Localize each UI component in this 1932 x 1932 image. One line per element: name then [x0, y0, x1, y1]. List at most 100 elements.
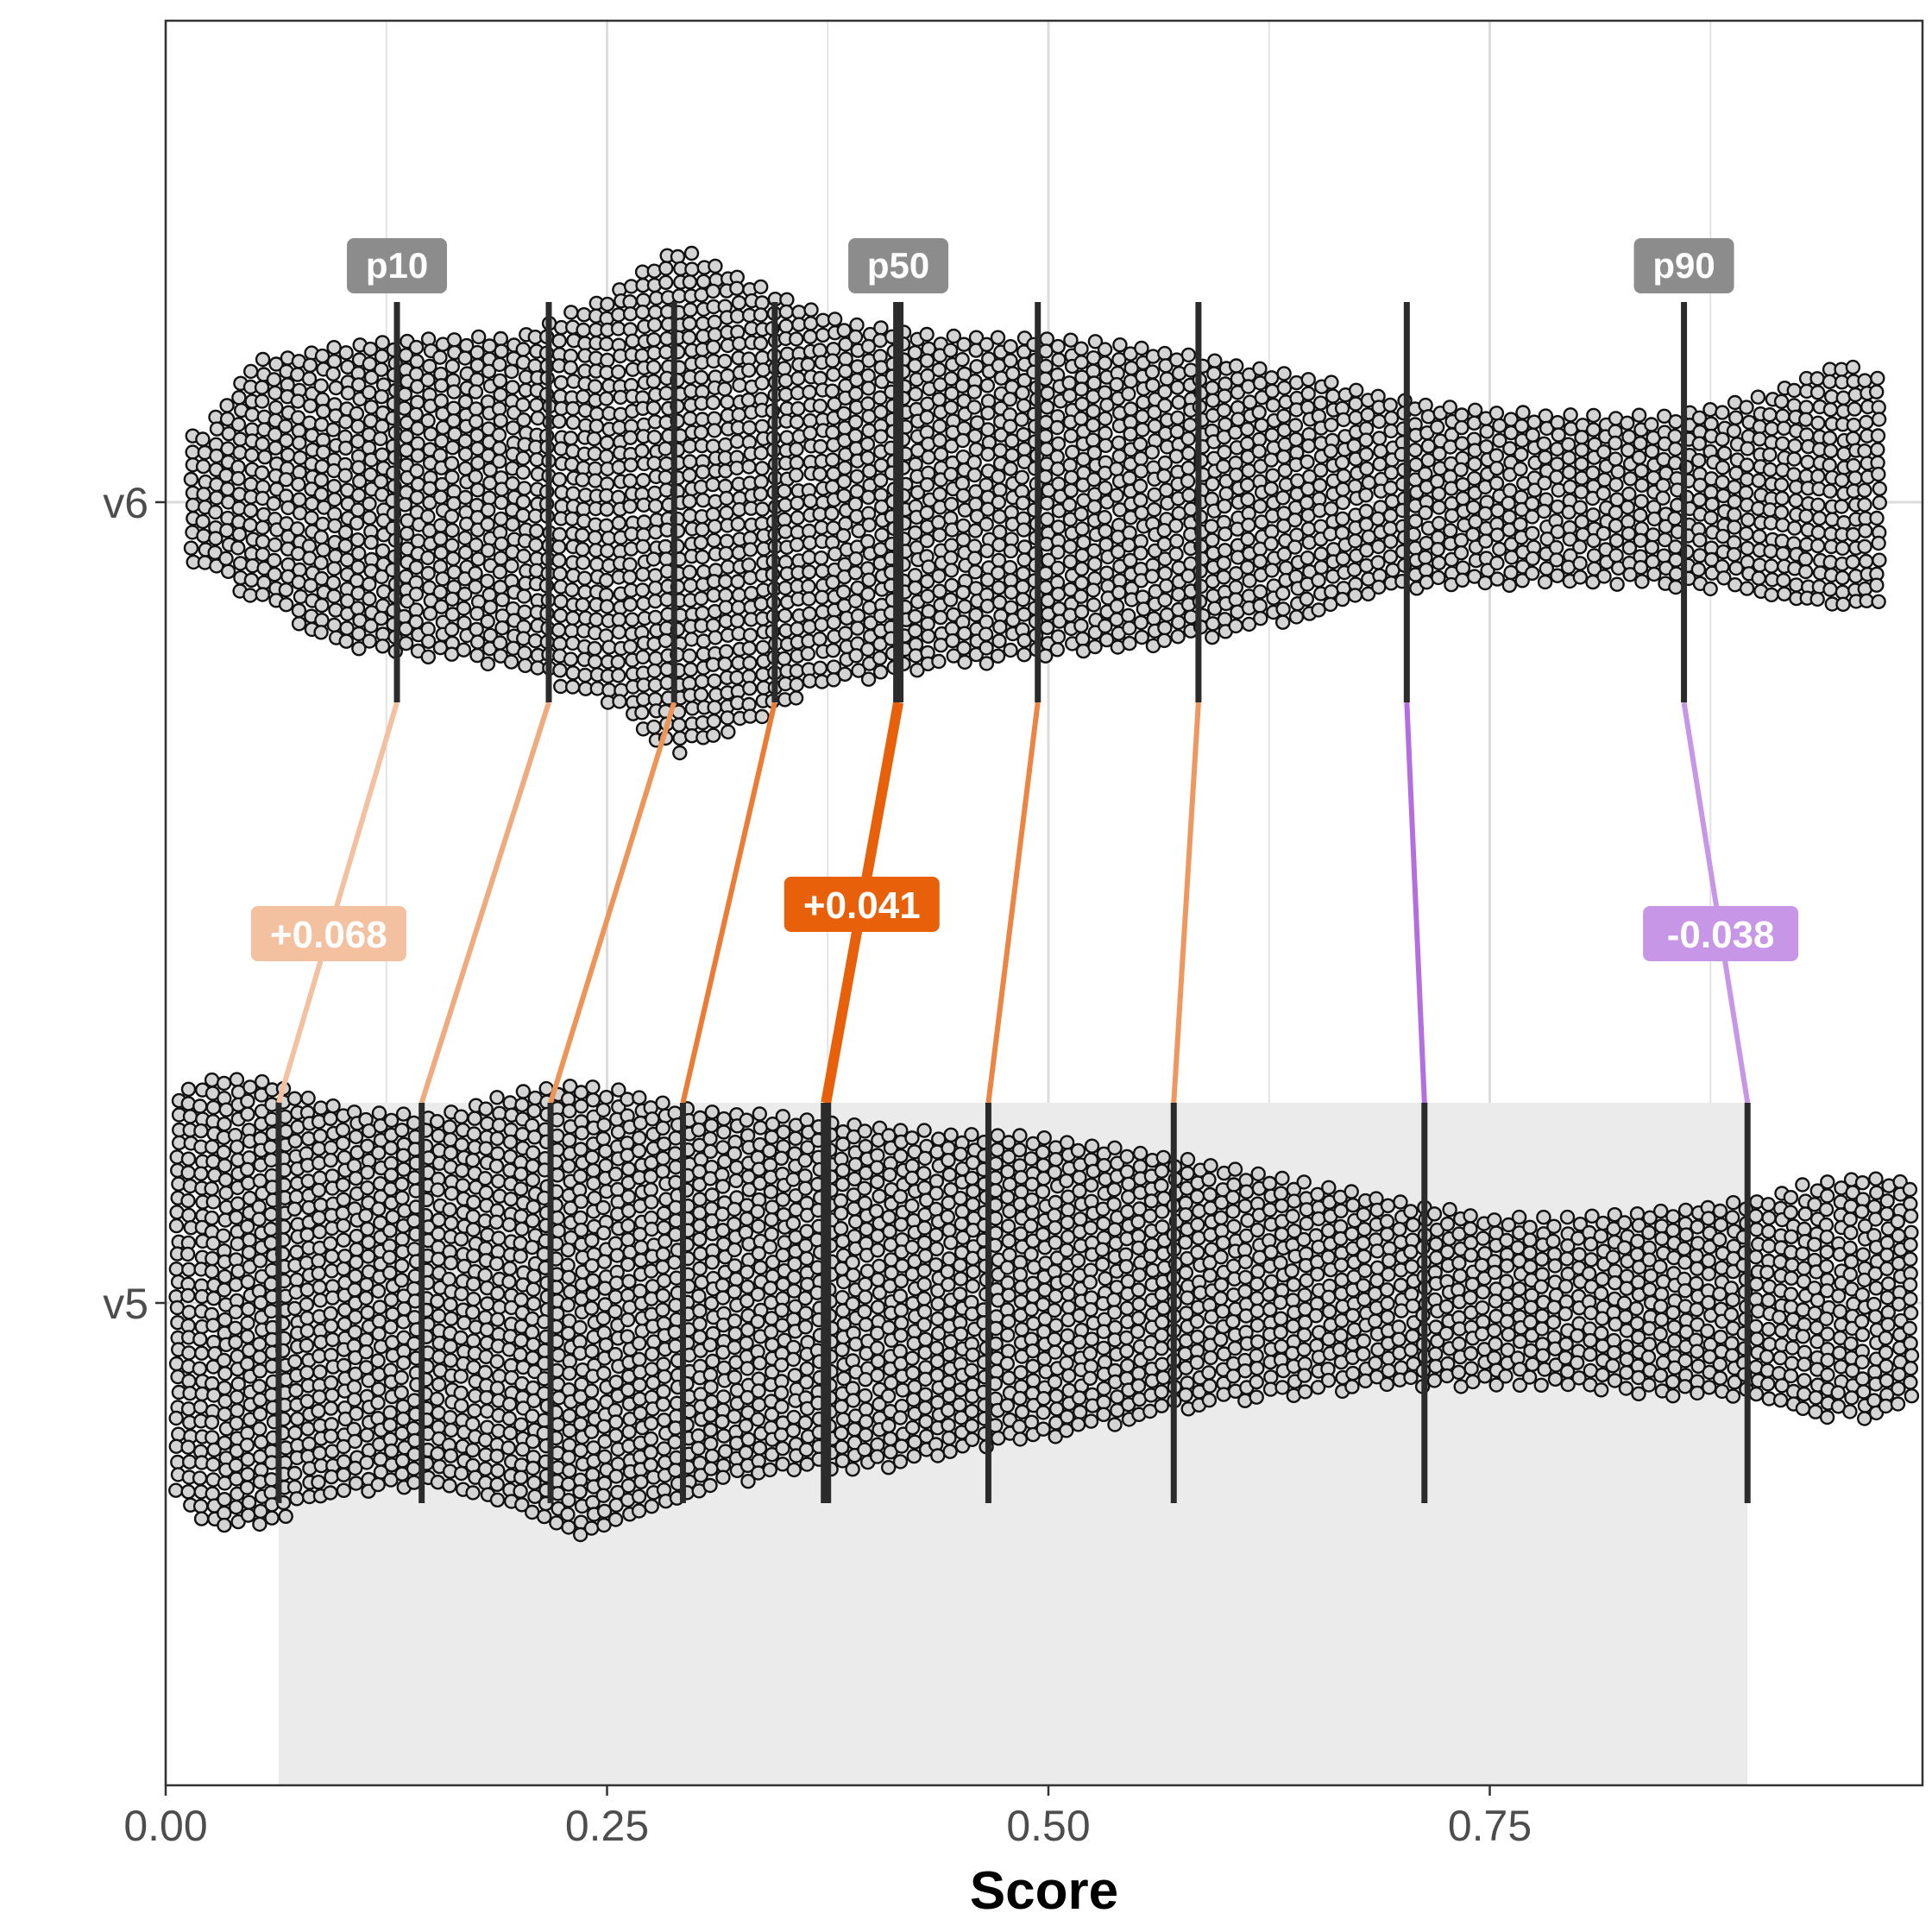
- data-point: [443, 1297, 458, 1312]
- data-point: [834, 1439, 850, 1455]
- data-point: [1608, 548, 1624, 563]
- data-point: [303, 577, 318, 594]
- data-point: [773, 1385, 790, 1400]
- data-point: [370, 1353, 386, 1369]
- data-point: [777, 524, 793, 539]
- data-point: [613, 389, 628, 406]
- data-point: [551, 622, 567, 638]
- data-point: [348, 1476, 364, 1491]
- data-point: [1121, 538, 1136, 553]
- data-point: [916, 1276, 932, 1293]
- data-point: [695, 549, 710, 565]
- data-point: [1667, 511, 1683, 526]
- data-point: [1264, 524, 1280, 539]
- data-point: [620, 1218, 636, 1234]
- data-point: [714, 1413, 730, 1430]
- data-point: [195, 431, 211, 447]
- data-point: [478, 1101, 494, 1117]
- data-point: [917, 1387, 934, 1403]
- data-point: [729, 280, 745, 296]
- data-point: [634, 443, 650, 459]
- data-point: [940, 1209, 956, 1224]
- data-point: [1382, 480, 1399, 496]
- data-point: [1300, 386, 1316, 401]
- data-point: [595, 1130, 611, 1147]
- data-point: [340, 385, 356, 401]
- data-point: [1608, 435, 1623, 451]
- data-point: [1299, 591, 1315, 607]
- data-point: [777, 580, 793, 596]
- data-point: [718, 600, 733, 615]
- data-point: [1168, 449, 1185, 464]
- data-point: [955, 488, 972, 503]
- data-point: [789, 441, 804, 457]
- data-point: [1311, 572, 1326, 588]
- data-point: [729, 308, 746, 324]
- data-point: [444, 1311, 459, 1326]
- data-point: [457, 350, 473, 366]
- data-point: [1834, 584, 1851, 600]
- data-point: [1786, 451, 1803, 467]
- data-point: [323, 1236, 338, 1251]
- data-point: [351, 488, 367, 503]
- data-point: [647, 609, 664, 626]
- data-point: [834, 1342, 850, 1358]
- data-point: [1407, 443, 1423, 458]
- data-point: [374, 569, 389, 585]
- data-point: [1109, 598, 1125, 614]
- data-point: [858, 1388, 873, 1404]
- data-point: [728, 1173, 744, 1189]
- data-point: [1274, 614, 1291, 630]
- data-point: [1050, 629, 1067, 645]
- data-point: [1109, 461, 1124, 477]
- data-point: [1312, 395, 1329, 411]
- data-point: [180, 1081, 197, 1098]
- data-point: [397, 497, 412, 513]
- data-point: [802, 384, 817, 400]
- data-point: [732, 336, 747, 351]
- data-point: [1252, 361, 1268, 376]
- data-point: [607, 1289, 624, 1305]
- data-point: [266, 372, 282, 387]
- data-point: [289, 1491, 305, 1507]
- data-point: [1691, 492, 1708, 507]
- data-point: [682, 494, 697, 509]
- data-point: [324, 1469, 339, 1485]
- data-point: [1134, 505, 1149, 520]
- data-point: [217, 1505, 232, 1521]
- data-point: [446, 564, 463, 580]
- data-point: [880, 1388, 897, 1404]
- data-point: [943, 467, 959, 482]
- data-point: [1596, 569, 1612, 584]
- data-point: [1217, 543, 1233, 558]
- data-point: [825, 452, 840, 468]
- data-point: [323, 1400, 339, 1416]
- data-point: [576, 389, 591, 405]
- data-point: [870, 1449, 885, 1464]
- data-point: [478, 1185, 494, 1200]
- data-point: [1180, 347, 1197, 363]
- data-point: [587, 640, 602, 657]
- data-point: [480, 1116, 495, 1131]
- data-point: [658, 261, 674, 276]
- data-point: [834, 1176, 851, 1193]
- data-point: [553, 374, 569, 391]
- data-point: [644, 1221, 659, 1237]
- data-point: [216, 1352, 232, 1369]
- data-point: [455, 1178, 470, 1193]
- data-point: [835, 528, 852, 544]
- data-point: [727, 1258, 743, 1274]
- data-point: [492, 1369, 507, 1384]
- data-point: [185, 444, 200, 460]
- data-point: [928, 1201, 944, 1218]
- data-point: [789, 414, 805, 430]
- data-point: [469, 441, 486, 456]
- data-point: [608, 1375, 624, 1390]
- data-point: [702, 1337, 718, 1353]
- data-point: [494, 494, 509, 510]
- data-point: [904, 1158, 921, 1174]
- data-point: [739, 1264, 755, 1280]
- data-point: [267, 537, 283, 553]
- data-point: [1620, 525, 1637, 542]
